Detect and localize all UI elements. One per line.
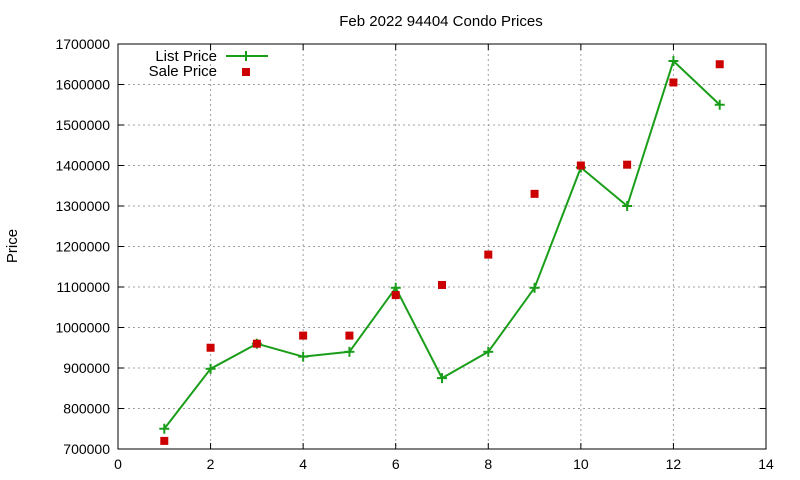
list-price-point [298, 351, 309, 362]
list-price-point [344, 346, 355, 357]
sale-price-point [438, 280, 446, 289]
x-tick-label: 6 [392, 456, 400, 472]
x-tick-label: 2 [207, 456, 215, 472]
y-tick-label: 1100000 [57, 279, 111, 295]
y-tick-label: 700000 [63, 441, 110, 457]
y-axis-label: Price [4, 229, 21, 263]
sale-price-point [345, 331, 354, 340]
x-tick-label: 0 [114, 456, 122, 472]
x-tick-label: 4 [299, 456, 307, 472]
sale-price-point [623, 160, 632, 169]
sale-price-point [484, 250, 493, 259]
sale-price-point [206, 343, 215, 352]
x-tick-label: 10 [573, 456, 589, 472]
y-tick-label: 1600000 [55, 77, 110, 93]
legend-label-sale-price: Sale Price [149, 63, 217, 80]
sale-price-point [299, 331, 308, 340]
y-tick-label: 800000 [63, 401, 110, 417]
y-tick-label: 1200000 [55, 239, 110, 255]
list-price-point [437, 373, 447, 384]
x-tick-label: 8 [484, 456, 492, 472]
sale-price-point [576, 161, 585, 170]
x-tick-label: 14 [758, 456, 774, 472]
list-price-point [483, 346, 494, 357]
list-price-point [668, 56, 679, 67]
chart-title: Feb 2022 94404 Condo Prices [339, 13, 542, 30]
legend-marker-sale-price [242, 68, 250, 76]
list-price-point [529, 282, 540, 293]
sale-price-point [160, 436, 169, 445]
legend: List Price Sale Price [149, 48, 268, 80]
legend-marker-list-price [241, 51, 251, 61]
y-tick-label: 1000000 [55, 320, 110, 336]
sale-price-point [669, 78, 678, 87]
axis-ticks: 0 2 4 6 8 10 12 14 700000 800000 900000 1000000 1100… [55, 36, 774, 472]
legend-label-list-price: List Price [155, 48, 217, 65]
grid [118, 44, 766, 449]
y-tick-label: 900000 [63, 360, 110, 376]
y-tick-label: 1700000 [55, 36, 110, 52]
list-price-point [205, 363, 216, 374]
sale-price-point [530, 189, 539, 198]
y-tick-label: 1300000 [55, 198, 110, 214]
series [159, 56, 725, 445]
sale-price-point [252, 339, 261, 348]
sale-price-point [391, 291, 400, 300]
y-tick-label: 1400000 [55, 158, 110, 174]
y-tick-label: 1500000 [55, 117, 110, 133]
sale-price-point [715, 60, 724, 69]
x-tick-label: 12 [666, 456, 682, 472]
list-price-point [159, 423, 170, 434]
list-price-point [622, 201, 633, 211]
list-price-point [714, 99, 725, 110]
